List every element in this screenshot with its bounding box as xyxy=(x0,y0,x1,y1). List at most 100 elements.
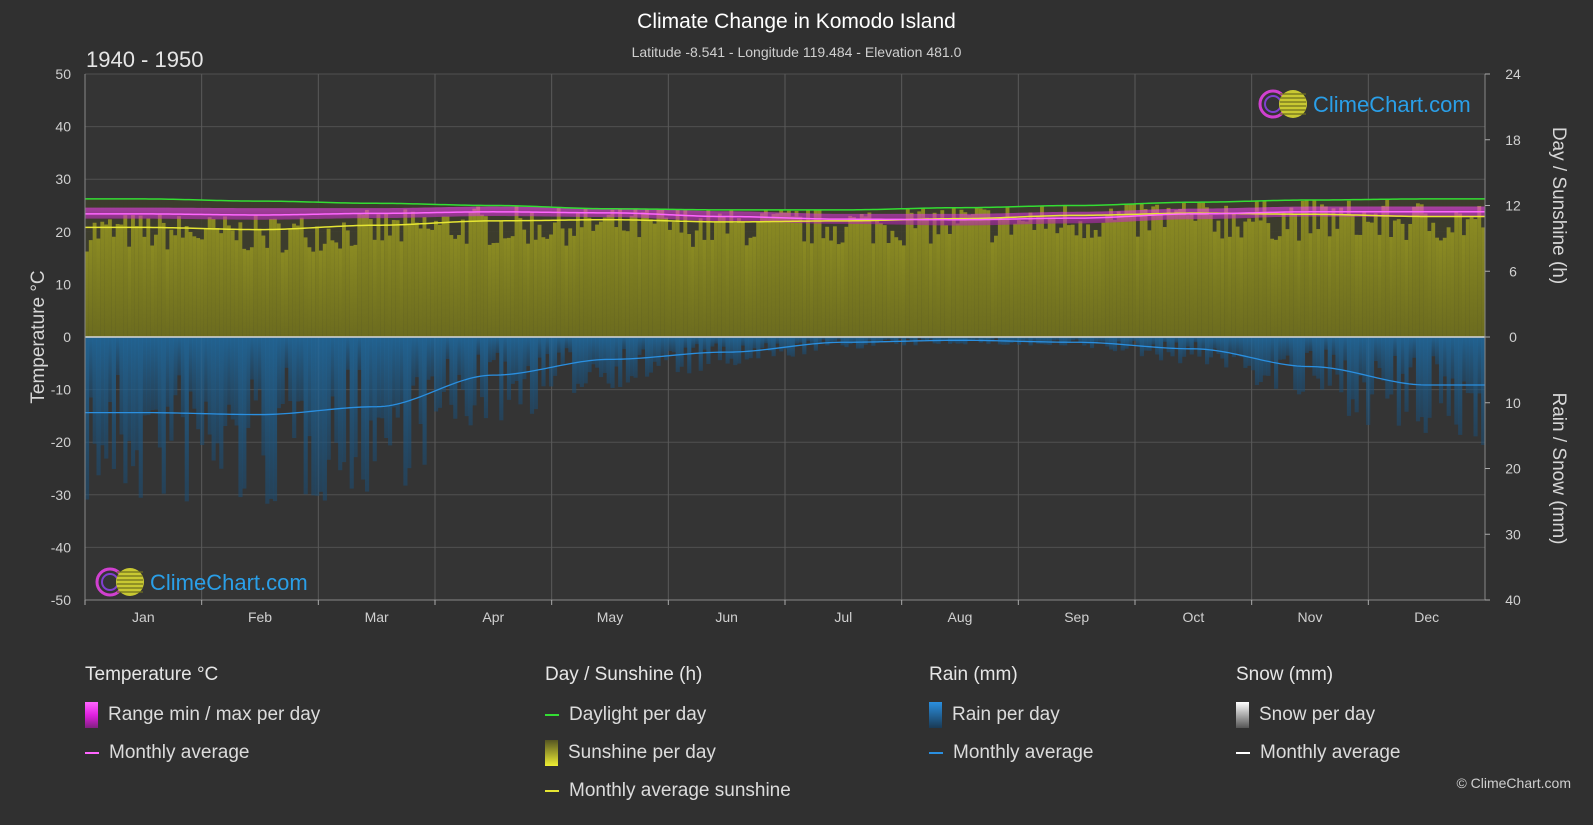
rain-bar xyxy=(587,337,592,373)
sunshine-bar xyxy=(111,236,116,337)
sunshine-bar xyxy=(836,244,841,337)
rain-bar xyxy=(771,337,776,357)
rain-bar xyxy=(1178,337,1183,364)
sunshine-bar xyxy=(944,225,949,337)
sunshine-bar xyxy=(365,209,370,337)
sunshine-bar xyxy=(1220,238,1225,337)
sunshine-bar xyxy=(1266,223,1271,337)
rain-bar xyxy=(1155,337,1160,355)
rain-bar xyxy=(671,337,676,353)
sunshine-bar xyxy=(1189,212,1194,337)
sunshine-bar xyxy=(177,216,182,337)
rain-bar xyxy=(1289,337,1294,365)
rain-bar xyxy=(418,337,423,425)
x-tick-label: Jul xyxy=(834,609,852,625)
right-top-tick-label: 24 xyxy=(1505,66,1521,82)
sunshine-bar xyxy=(1373,213,1378,337)
sunshine-bar xyxy=(737,218,742,337)
rain-bar xyxy=(376,337,381,418)
sunshine-bar xyxy=(299,217,304,337)
legend-title-sunshine: Day / Sunshine (h) xyxy=(545,664,703,685)
rain-bar xyxy=(541,337,546,387)
rain-bar xyxy=(783,337,788,350)
sunshine-bar xyxy=(154,234,159,337)
legend-sunshine: Day / Sunshine (h) Daylight per day Suns… xyxy=(545,664,791,810)
sunshine-bar xyxy=(1139,203,1144,337)
sunshine-bar xyxy=(967,215,972,337)
rain-bar xyxy=(142,337,147,416)
rain-bar xyxy=(575,337,581,384)
rain-bar xyxy=(177,337,182,376)
sunshine-bar xyxy=(721,216,726,337)
sunshine-bar xyxy=(978,208,983,337)
sunshine-bar xyxy=(859,214,864,337)
x-tick-label: Aug xyxy=(948,609,973,625)
sunshine-bar xyxy=(771,214,776,337)
sunshine-bar xyxy=(875,218,880,337)
rain-bar xyxy=(388,337,393,446)
sunshine-bar xyxy=(598,221,604,337)
sunshine-bar xyxy=(886,243,891,337)
rain-bar xyxy=(1009,337,1014,344)
sunshine-bar xyxy=(614,227,619,337)
rain-bar xyxy=(744,337,749,360)
sunshine-bar xyxy=(1358,234,1363,337)
rain-bar xyxy=(403,337,408,486)
sunshine-bar xyxy=(261,235,266,337)
rain-bar xyxy=(457,337,462,375)
rain-bar xyxy=(994,337,999,339)
legend-label: Sunshine per day xyxy=(568,742,716,763)
rain-bar xyxy=(1212,337,1217,349)
rain-bar xyxy=(460,337,466,390)
sunshine-bar xyxy=(472,208,477,337)
sunshine-bar xyxy=(890,230,895,337)
sunshine-bar xyxy=(1078,221,1083,337)
sunshine-bar xyxy=(1208,215,1213,337)
rain-bar xyxy=(173,337,178,396)
rain-bar xyxy=(1454,337,1459,425)
sunshine-bar xyxy=(426,228,431,337)
right-bottom-axis-title: Rain / Snow (mm) xyxy=(1548,392,1569,544)
rain-bar xyxy=(664,337,669,361)
sunshine-bar xyxy=(1047,217,1052,337)
rain-bar xyxy=(1427,337,1432,418)
rain-bar xyxy=(257,337,262,390)
rain-bar xyxy=(1385,337,1390,399)
rain-bar xyxy=(748,337,753,359)
rain-bar xyxy=(288,337,293,402)
rain-bar xyxy=(1285,337,1290,356)
rain-bar xyxy=(572,337,577,393)
rain-bar xyxy=(779,337,784,352)
sunshine-bar xyxy=(380,240,385,337)
rain-bar xyxy=(307,337,312,437)
sunshine-bar xyxy=(974,207,979,337)
sunshine-bar xyxy=(1105,215,1110,337)
sunshine-bar xyxy=(940,210,945,337)
sunshine-bar xyxy=(963,212,968,337)
sunshine-bar xyxy=(1412,206,1417,337)
rain-bar xyxy=(894,337,899,345)
sunshine-bar xyxy=(560,228,565,337)
rain-bar xyxy=(529,337,535,414)
rain-bar xyxy=(203,337,209,402)
rain-bar xyxy=(338,337,343,471)
sunshine-bar xyxy=(898,240,903,337)
rain-bar xyxy=(648,337,653,373)
sunshine-bar xyxy=(514,205,519,337)
rain-bar xyxy=(637,337,642,356)
sunshine-bar xyxy=(476,206,481,337)
left-tick-label: -40 xyxy=(51,539,71,555)
sunshine-bar xyxy=(1297,240,1302,337)
rain-bar xyxy=(430,337,435,377)
legend-item-snow-avg: Monthly average xyxy=(1236,734,1400,772)
rain-bar xyxy=(890,337,895,342)
rain-bar xyxy=(1043,337,1049,345)
legend-swatch-sunshine xyxy=(545,740,558,766)
rain-bar xyxy=(1450,337,1455,379)
rain-bar xyxy=(618,337,623,388)
sunshine-bar xyxy=(1028,212,1033,337)
rain-bar xyxy=(614,337,619,367)
sunshine-bar xyxy=(767,218,772,337)
sunshine-bar xyxy=(1193,220,1198,337)
legend-label: Range min / max per day xyxy=(108,704,321,725)
